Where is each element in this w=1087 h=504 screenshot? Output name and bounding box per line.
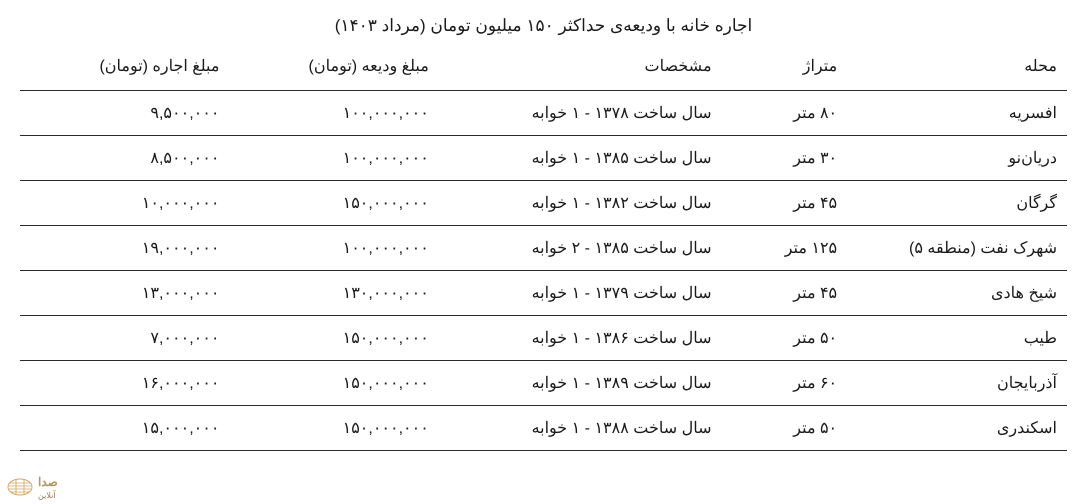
table-row: آذربایجان ۶۰ متر سال ساخت ۱۳۸۹ - ۱ خوابه… <box>20 361 1067 406</box>
cell-neighborhood: شیخ هادی <box>847 271 1067 316</box>
cell-area: ۵۰ متر <box>722 406 848 451</box>
cell-spec: سال ساخت ۱۳۸۲ - ۱ خوابه <box>439 181 722 226</box>
cell-neighborhood: گرگان <box>847 181 1067 226</box>
cell-neighborhood: اسکندری <box>847 406 1067 451</box>
cell-spec: سال ساخت ۱۳۸۹ - ۱ خوابه <box>439 361 722 406</box>
cell-spec: سال ساخت ۱۳۸۸ - ۱ خوابه <box>439 406 722 451</box>
col-header-rent: مبلغ اجاره (تومان) <box>20 48 229 91</box>
table-header-row: محله متراژ مشخصات مبلغ ودیعه (تومان) مبل… <box>20 48 1067 91</box>
table-row: اسکندری ۵۰ متر سال ساخت ۱۳۸۸ - ۱ خوابه ۱… <box>20 406 1067 451</box>
table-row: دریان‌نو ۳۰ متر سال ساخت ۱۳۸۵ - ۱ خوابه … <box>20 136 1067 181</box>
cell-rent: ۱۵,۰۰۰,۰۰۰ <box>20 406 229 451</box>
col-header-neighborhood: محله <box>847 48 1067 91</box>
cell-area: ۴۵ متر <box>722 271 848 316</box>
cell-rent: ۱۶,۰۰۰,۰۰۰ <box>20 361 229 406</box>
col-header-area: متراژ <box>722 48 848 91</box>
cell-deposit: ۱۰۰,۰۰۰,۰۰۰ <box>229 226 438 271</box>
watermark: صدا آنلاین <box>6 473 58 500</box>
cell-spec: سال ساخت ۱۳۸۶ - ۱ خوابه <box>439 316 722 361</box>
watermark-brand-top: صدا <box>38 475 58 489</box>
watermark-text: صدا آنلاین <box>38 473 58 500</box>
cell-area: ۸۰ متر <box>722 91 848 136</box>
cell-rent: ۱۹,۰۰۰,۰۰۰ <box>20 226 229 271</box>
cell-deposit: ۱۵۰,۰۰۰,۰۰۰ <box>229 181 438 226</box>
cell-deposit: ۱۵۰,۰۰۰,۰۰۰ <box>229 316 438 361</box>
watermark-brand-bottom: آنلاین <box>38 491 58 500</box>
cell-spec: سال ساخت ۱۳۸۵ - ۲ خوابه <box>439 226 722 271</box>
cell-spec: سال ساخت ۱۳۷۹ - ۱ خوابه <box>439 271 722 316</box>
col-header-spec: مشخصات <box>439 48 722 91</box>
table-row: طیب ۵۰ متر سال ساخت ۱۳۸۶ - ۱ خوابه ۱۵۰,۰… <box>20 316 1067 361</box>
page-title: اجاره خانه با ودیعه‌ی حداکثر ۱۵۰ میلیون … <box>20 16 1067 36</box>
cell-neighborhood: طیب <box>847 316 1067 361</box>
cell-rent: ۸,۵۰۰,۰۰۰ <box>20 136 229 181</box>
rental-table: محله متراژ مشخصات مبلغ ودیعه (تومان) مبل… <box>20 48 1067 451</box>
cell-neighborhood: آذربایجان <box>847 361 1067 406</box>
cell-rent: ۱۰,۰۰۰,۰۰۰ <box>20 181 229 226</box>
cell-area: ۱۲۵ متر <box>722 226 848 271</box>
cell-neighborhood: افسریه <box>847 91 1067 136</box>
cell-deposit: ۱۳۰,۰۰۰,۰۰۰ <box>229 271 438 316</box>
table-body: افسریه ۸۰ متر سال ساخت ۱۳۷۸ - ۱ خوابه ۱۰… <box>20 91 1067 451</box>
cell-neighborhood: دریان‌نو <box>847 136 1067 181</box>
watermark-logo-icon <box>6 477 34 497</box>
cell-deposit: ۱۰۰,۰۰۰,۰۰۰ <box>229 91 438 136</box>
cell-rent: ۷,۰۰۰,۰۰۰ <box>20 316 229 361</box>
cell-spec: سال ساخت ۱۳۸۵ - ۱ خوابه <box>439 136 722 181</box>
table-row: شیخ هادی ۴۵ متر سال ساخت ۱۳۷۹ - ۱ خوابه … <box>20 271 1067 316</box>
cell-area: ۵۰ متر <box>722 316 848 361</box>
cell-deposit: ۱۰۰,۰۰۰,۰۰۰ <box>229 136 438 181</box>
cell-area: ۶۰ متر <box>722 361 848 406</box>
cell-area: ۴۵ متر <box>722 181 848 226</box>
cell-rent: ۹,۵۰۰,۰۰۰ <box>20 91 229 136</box>
cell-neighborhood: شهرک نفت (منطقه ۵) <box>847 226 1067 271</box>
cell-rent: ۱۳,۰۰۰,۰۰۰ <box>20 271 229 316</box>
col-header-deposit: مبلغ ودیعه (تومان) <box>229 48 438 91</box>
cell-deposit: ۱۵۰,۰۰۰,۰۰۰ <box>229 406 438 451</box>
cell-spec: سال ساخت ۱۳۷۸ - ۱ خوابه <box>439 91 722 136</box>
cell-deposit: ۱۵۰,۰۰۰,۰۰۰ <box>229 361 438 406</box>
table-row: گرگان ۴۵ متر سال ساخت ۱۳۸۲ - ۱ خوابه ۱۵۰… <box>20 181 1067 226</box>
cell-area: ۳۰ متر <box>722 136 848 181</box>
table-row: افسریه ۸۰ متر سال ساخت ۱۳۷۸ - ۱ خوابه ۱۰… <box>20 91 1067 136</box>
table-row: شهرک نفت (منطقه ۵) ۱۲۵ متر سال ساخت ۱۳۸۵… <box>20 226 1067 271</box>
